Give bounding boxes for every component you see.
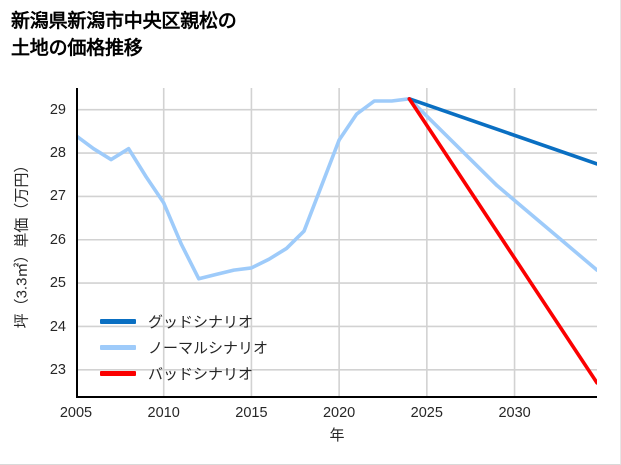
y-tick-label: 29 [49,101,66,118]
x-tick-label: 2015 [235,405,268,421]
legend-item[interactable]: ノーマルシナリオ [100,338,269,357]
x-tick-label: 2010 [147,405,180,421]
legend-item[interactable]: グッドシナリオ [100,312,268,331]
y-tick-label: 27 [49,188,66,205]
y-tick-label: 26 [49,231,66,248]
x-tick-label: 2030 [498,405,531,421]
y-axis-label: 坪（3.3㎡）単価（万円） [13,157,31,329]
series-line-normal [76,97,597,281]
legend-item[interactable]: バッドシナリオ [100,364,268,383]
x-tick-label: 2005 [59,405,93,421]
y-tick-label: 28 [49,145,66,161]
legend-color-swatch [100,344,136,350]
x-tick-label: 2025 [410,405,443,421]
y-tick-label: 23 [49,361,66,378]
y-tick-label: 24 [49,318,66,335]
page-title: 新潟県新潟市中央区親松の 土地の価格推移 [11,11,237,59]
chart-plot-svg [76,88,597,398]
legend-color-swatch [100,318,136,324]
x-axis-label: 年 [329,427,345,444]
series-line-bad [407,97,597,385]
series-line-good [407,97,597,166]
legend-label: ノーマルシナリオ [148,339,269,357]
legend-label: バッドシナリオ [148,365,254,383]
legend-color-swatch [100,370,136,376]
y-axis-label-container: 坪（3.3㎡）単価（万円） [8,88,34,398]
legend-label: グッドシナリオ [148,313,254,331]
chart-legend: グッドシナリオ ノーマルシナリオ バッドシナリオ [100,312,269,383]
y-tick-label: 25 [49,275,66,292]
x-tick-label: 2020 [322,405,356,421]
plot-area: 29 28 27 26 25 24 23 2005 2010 2015 2020 2025 2030 [50,88,597,421]
